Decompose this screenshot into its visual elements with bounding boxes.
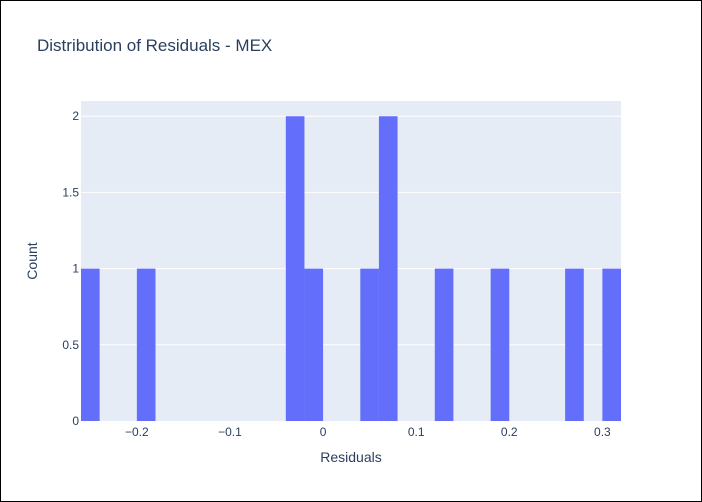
histogram-bar (304, 268, 324, 421)
histogram-bars (81, 116, 621, 421)
histogram-bar (434, 268, 454, 421)
x-tick-label: 0 (320, 425, 327, 439)
chart-title: Distribution of Residuals - MEX (37, 36, 273, 55)
y-tick-label: 0 (72, 414, 79, 428)
x-axis-ticks: −0.2 −0.1 0 0.1 0.2 0.3 (125, 425, 611, 439)
x-tick-label: −0.1 (218, 425, 242, 439)
x-tick-label: 0.1 (408, 425, 425, 439)
histogram-bar (81, 268, 100, 421)
x-tick-label: 0.2 (501, 425, 518, 439)
y-tick-label: 0.5 (62, 338, 79, 352)
plot-background (81, 101, 621, 421)
histogram-bar (565, 268, 584, 421)
y-tick-label: 1.5 (62, 185, 79, 199)
histogram-bar (602, 268, 621, 421)
y-axis-label: Count (24, 242, 40, 279)
histogram-bar (378, 116, 398, 421)
grid-lines (81, 115, 621, 346)
histogram-bar (490, 268, 510, 421)
histogram-bar (136, 268, 156, 421)
x-tick-label: −0.2 (125, 425, 149, 439)
y-tick-label: 1 (72, 262, 79, 276)
x-axis-label: Residuals (320, 449, 381, 465)
y-axis-ticks: 0 0.5 1 1.5 2 (62, 109, 79, 428)
x-tick-label: 0.3 (594, 425, 611, 439)
histogram-bar (285, 116, 305, 421)
histogram-bar (360, 268, 379, 421)
y-tick-label: 2 (72, 109, 79, 123)
